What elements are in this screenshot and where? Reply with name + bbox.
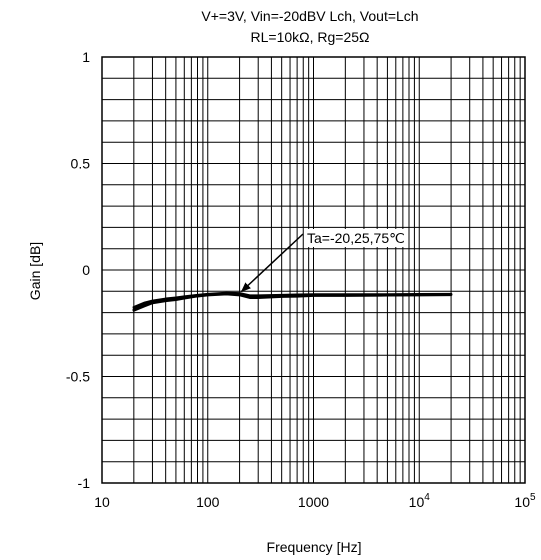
plot-frame bbox=[101, 56, 526, 484]
x-tick-label: 104 bbox=[409, 492, 431, 510]
x-tick-label: 1000 bbox=[298, 494, 329, 510]
series-line-3 bbox=[132, 292, 453, 312]
y-tick-label: 1 bbox=[82, 49, 90, 65]
x-tick-label: 100 bbox=[196, 494, 220, 510]
chart-title-line-1: V+=3V, Vin=-20dBV Lch, Vout=Lch bbox=[201, 8, 418, 24]
annotation: Ta=-20,25,75℃ bbox=[240, 229, 407, 293]
annotation-label: Ta=-20,25,75℃ bbox=[307, 230, 405, 246]
x-tick-label: 10 bbox=[94, 494, 110, 510]
y-tick-label: 0.5 bbox=[71, 156, 91, 172]
annotation-box bbox=[305, 229, 407, 247]
x-axis-label: Frequency [Hz] bbox=[267, 539, 362, 555]
y-axis-label: Gain [dB] bbox=[27, 242, 43, 300]
x-tick-label: 105 bbox=[514, 492, 536, 510]
series-group bbox=[132, 291, 453, 312]
y-tick-label: -1 bbox=[78, 475, 91, 491]
y-tick-label: -0.5 bbox=[66, 369, 90, 385]
annotation-arrow bbox=[240, 233, 304, 293]
grid bbox=[102, 57, 525, 483]
chart-title-line-2: RL=10kΩ, Rg=25Ω bbox=[251, 29, 370, 45]
x-tick-labels: 10 100 1000 104 105 bbox=[94, 492, 536, 510]
y-tick-label: 0 bbox=[82, 262, 90, 278]
y-tick-labels: 1 0.5 0 -0.5 -1 bbox=[66, 49, 90, 491]
